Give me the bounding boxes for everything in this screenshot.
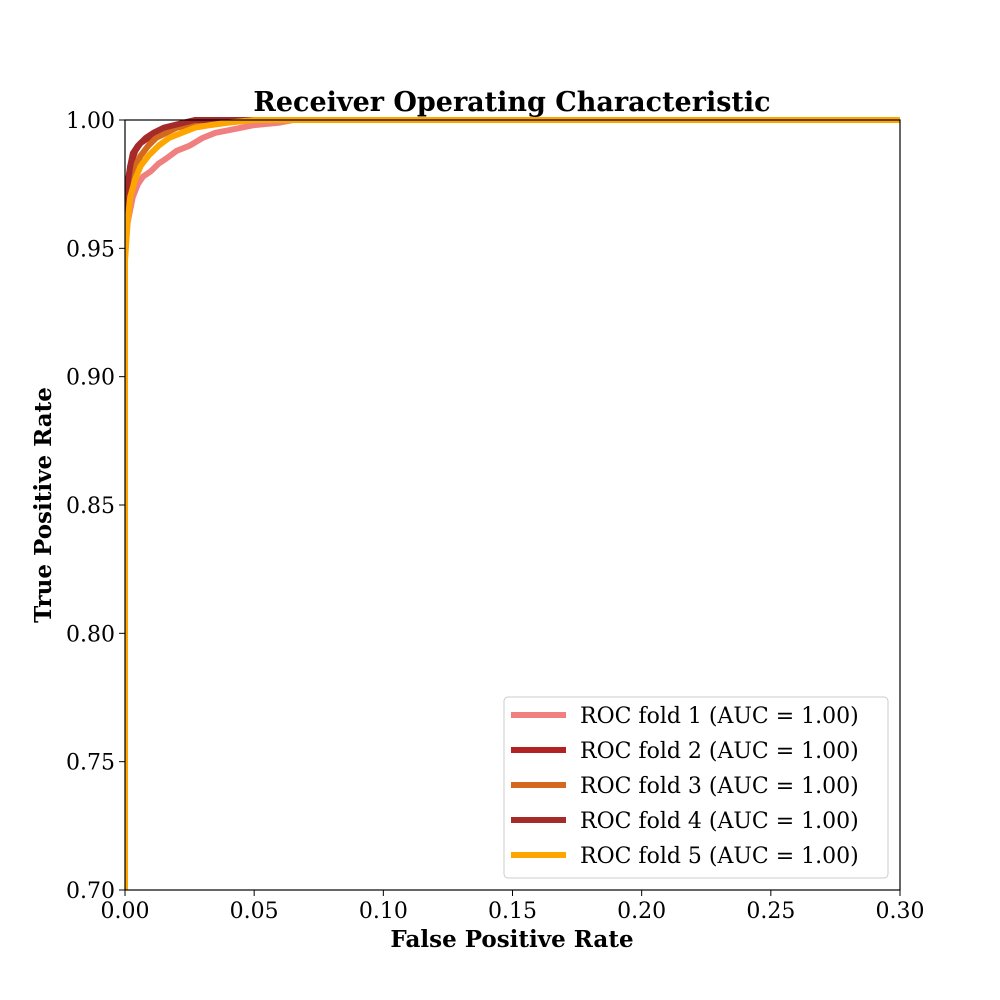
ticks-layer: 0.00 0.05 0.10 0.15 0.20 0.25 0.30 0.70 0.75 0.80… — [66, 109, 924, 924]
y-tick-label: 1.00 — [66, 109, 115, 134]
x-tick-label: 0.05 — [230, 899, 279, 924]
legend: ROC fold 1 (AUC = 1.00) ROC fold 2 (AUC =… — [503, 696, 889, 879]
y-tick-label: 0.95 — [66, 237, 115, 262]
y-tick-label: 0.70 — [66, 879, 115, 904]
y-tick-label: 0.85 — [66, 494, 115, 519]
legend-label-fold-2: ROC fold 2 (AUC = 1.00) — [580, 739, 859, 764]
series-layer — [125, 117, 900, 890]
legend-label-fold-4: ROC fold 4 (AUC = 1.00) — [580, 809, 859, 834]
legend-label-fold-5: ROC fold 5 (AUC = 1.00) — [580, 844, 859, 869]
roc-line-fold-4 — [125, 117, 900, 890]
y-tick-label: 0.75 — [66, 751, 115, 776]
legend-box — [503, 696, 889, 879]
x-tick-label: 0.00 — [101, 899, 150, 924]
x-tick-label: 0.20 — [617, 899, 666, 924]
x-tick-label: 0.10 — [359, 899, 408, 924]
roc-line-fold-5 — [125, 117, 900, 890]
x-axis-label: False Positive Rate — [390, 926, 633, 953]
chart-title: Receiver Operating Characteristic — [253, 87, 770, 118]
x-tick-label: 0.15 — [488, 899, 537, 924]
y-tick-label: 0.80 — [66, 622, 115, 647]
legend-label-fold-1: ROC fold 1 (AUC = 1.00) — [580, 704, 859, 729]
legend-label-fold-3: ROC fold 3 (AUC = 1.00) — [580, 774, 859, 799]
x-tick-label: 0.30 — [876, 899, 925, 924]
y-axis-label: True Positive Rate — [30, 387, 57, 623]
y-tick-label: 0.90 — [66, 366, 115, 391]
x-tick-label: 0.25 — [746, 899, 795, 924]
